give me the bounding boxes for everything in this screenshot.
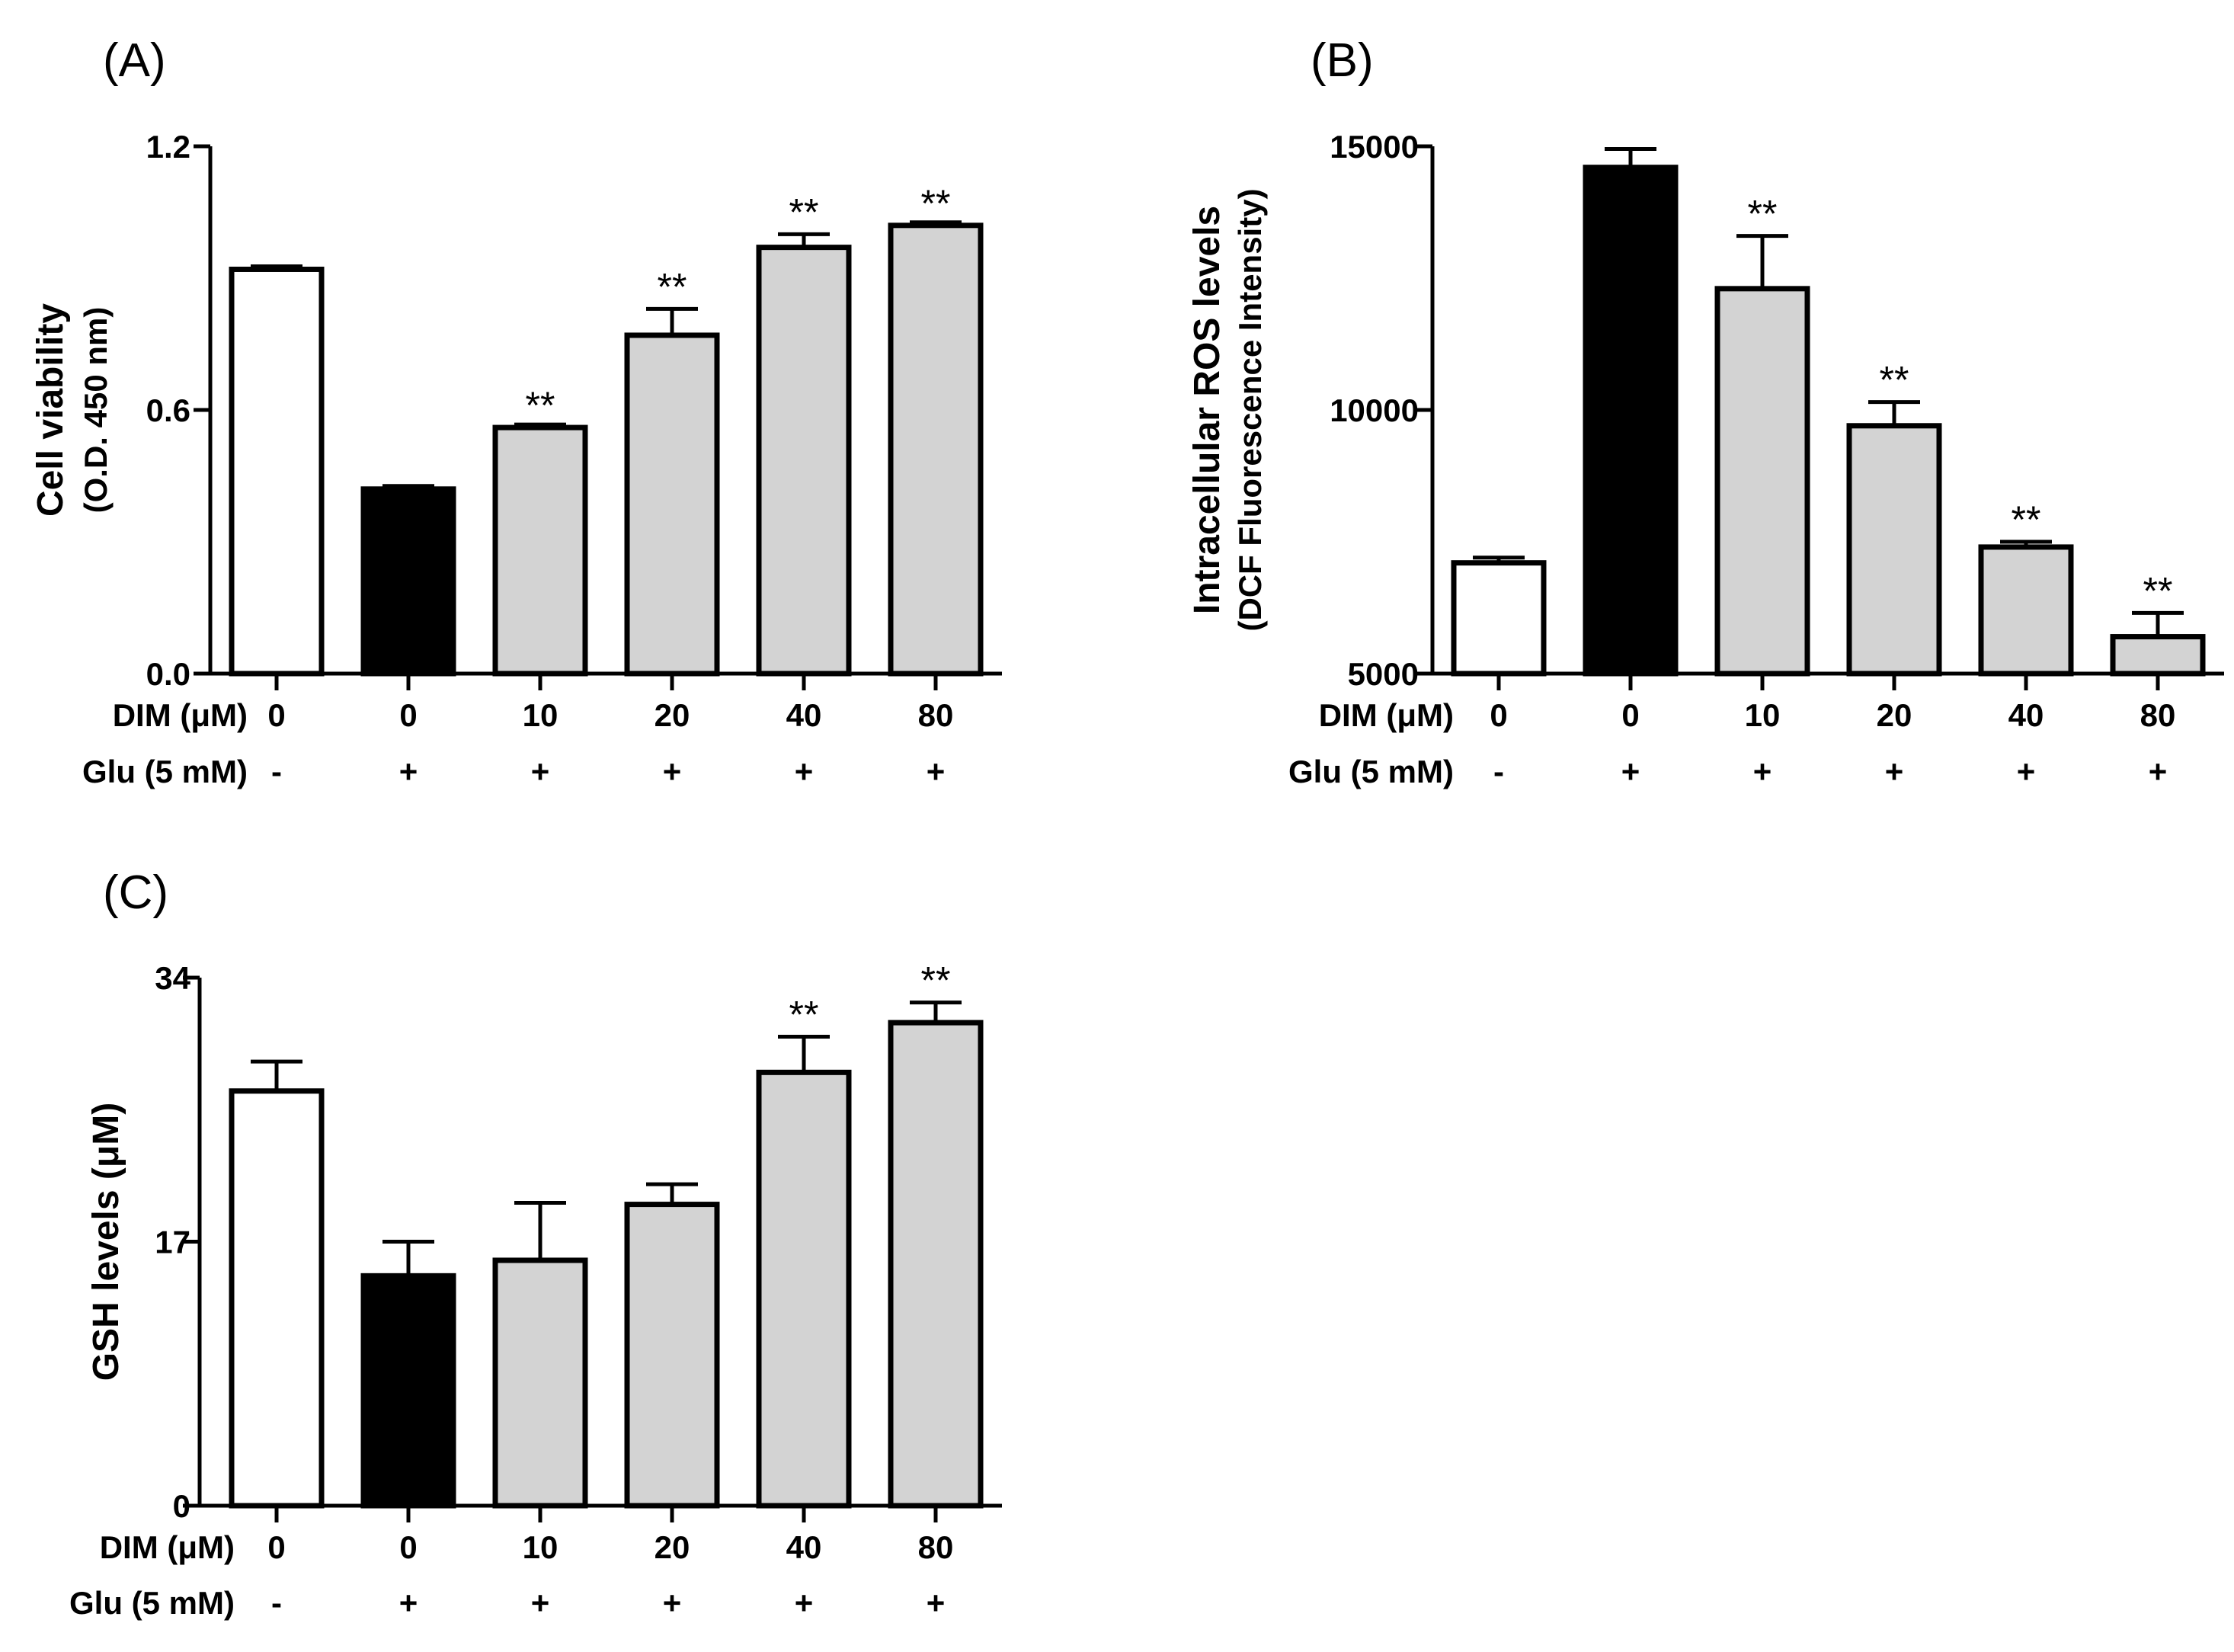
y-axis-title: Cell viability (30, 303, 71, 517)
bar (888, 223, 984, 677)
significance-marker: ** (658, 265, 687, 308)
glu-category-label: + (531, 754, 550, 789)
bar (1714, 286, 1810, 677)
bar (888, 1020, 984, 1509)
y-tick-label: 1.2 (146, 129, 190, 165)
y-axis-title: Intracellular ROS levels (1187, 206, 1227, 614)
significance-marker: ** (789, 993, 819, 1036)
y-tick-label: 17 (155, 1225, 190, 1260)
dim-category-label: 20 (655, 697, 690, 733)
y-axis-subtitle: (DCF Fluorescence Intensity) (1232, 188, 1268, 631)
glu-category-label: + (2149, 754, 2168, 789)
bar (1451, 560, 1547, 677)
significance-marker: ** (1880, 359, 1909, 402)
dim-category-label: 80 (918, 1529, 954, 1565)
dim-category-label: 40 (2008, 697, 2044, 733)
significance-marker: ** (921, 959, 951, 1002)
glu-category-label: - (1493, 754, 1504, 789)
glu-category-label: + (927, 754, 946, 789)
dim-category-label: 80 (918, 697, 954, 733)
glu-row-label: Glu (5 mM) (69, 1585, 235, 1621)
y-tick-label: 15000 (1330, 129, 1419, 165)
dim-category-label: 80 (2140, 697, 2176, 733)
dim-row-label: DIM (μM) (1319, 697, 1454, 733)
bar (360, 486, 456, 677)
dim-category-label: 0 (1490, 697, 1507, 733)
bar (756, 1069, 852, 1509)
glu-category-label: + (531, 1585, 550, 1621)
dim-category-label: 0 (399, 1529, 417, 1565)
bar (2110, 634, 2206, 677)
glu-category-label: - (271, 754, 282, 789)
chart-panel-b: (B) Intracellular ROS levels (DCF Fluoresc… (1187, 34, 2224, 789)
bar (229, 266, 325, 677)
y-tick-label: 5000 (1348, 656, 1419, 692)
glu-category-label: + (663, 1585, 682, 1621)
glu-row-label: Glu (5 mM) (82, 754, 248, 789)
glu-category-label: + (663, 754, 682, 789)
y-tick-label: 10000 (1330, 392, 1419, 428)
significance-marker: ** (2143, 569, 2173, 612)
dim-category-label: 10 (1745, 697, 1781, 733)
y-tick-label: 0.6 (146, 392, 190, 428)
bar (1583, 165, 1679, 677)
glu-category-label: + (399, 1585, 418, 1621)
bar (492, 1257, 588, 1509)
y-tick-label: 0.0 (146, 656, 190, 692)
dim-category-label: 20 (655, 1529, 690, 1565)
dim-category-label: 10 (523, 1529, 558, 1565)
y-tick-label: 34 (155, 960, 190, 996)
dim-category-label: 0 (267, 697, 285, 733)
bar (1846, 423, 1942, 677)
bar (492, 424, 588, 677)
y-axis-title: GSH levels (μM) (86, 1103, 126, 1381)
glu-category-label: + (795, 1585, 814, 1621)
bar (360, 1273, 456, 1509)
y-tick-label: 0 (173, 1488, 190, 1524)
dim-row-label: DIM (μM) (100, 1529, 235, 1565)
dim-category-label: 0 (399, 697, 417, 733)
glu-category-label: + (1753, 754, 1772, 789)
bar (756, 245, 852, 677)
glu-category-label: - (271, 1585, 282, 1621)
glu-category-label: + (2017, 754, 2036, 789)
dim-category-label: 0 (267, 1529, 285, 1565)
significance-marker: ** (1748, 193, 1778, 235)
glu-category-label: + (399, 754, 418, 789)
chart-panel-c: (C) GSH levels (μM) 0 17 34 0 - 0 +10 +20 + ** 40 + **… (69, 866, 1002, 1621)
y-axis-subtitle: (O.D. 450 nm) (78, 307, 114, 514)
bar (1978, 544, 2074, 677)
significance-marker: ** (2012, 498, 2041, 541)
panel-label: (B) (1311, 34, 1374, 87)
glu-category-label: + (1885, 754, 1904, 789)
significance-marker: ** (789, 190, 819, 233)
dim-category-label: 40 (786, 1529, 822, 1565)
dim-category-label: 0 (1621, 697, 1639, 733)
bar (624, 1202, 720, 1509)
dim-category-label: 20 (1877, 697, 1912, 733)
significance-marker: ** (526, 384, 555, 427)
glu-category-label: + (795, 754, 814, 789)
glu-category-label: + (927, 1585, 946, 1621)
dim-category-label: 10 (523, 697, 558, 733)
bar (624, 332, 720, 677)
bar (229, 1088, 325, 1509)
chart-panel-a: (A) Cell viability (O.D. 450 nm) 0.0 0.6 1.2 0… (30, 34, 1002, 789)
panel-label: (C) (103, 866, 168, 919)
panel-label: (A) (103, 34, 166, 87)
dim-category-label: 40 (786, 697, 822, 733)
glu-category-label: + (1621, 754, 1640, 789)
significance-marker: ** (921, 182, 951, 225)
glu-row-label: Glu (5 mM) (1288, 754, 1454, 789)
dim-row-label: DIM (μM) (113, 697, 248, 733)
